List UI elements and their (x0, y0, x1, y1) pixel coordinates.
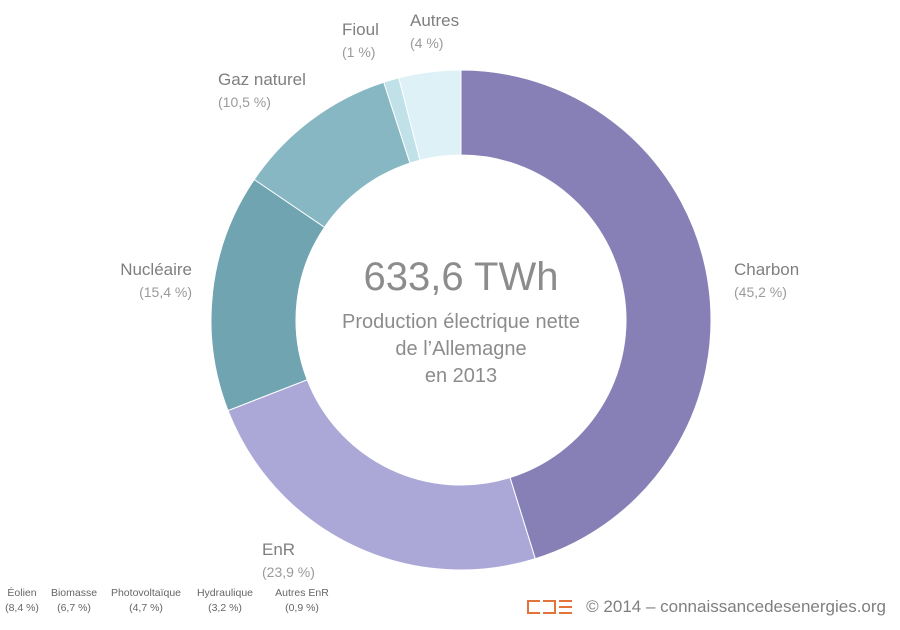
slice-label-percent: (10,5 %) (218, 94, 271, 110)
enr-breakdown-percent: (3,2 %) (208, 602, 242, 614)
slice-label-name: Gaz naturel (218, 70, 306, 89)
slice-autres (398, 69, 462, 161)
enr-breakdown-percent: (0,9 %) (285, 602, 319, 614)
center-description-line-3: en 2013 (425, 365, 497, 387)
donut-slices (210, 69, 712, 571)
enr-breakdown-name: Hydraulique (197, 587, 253, 599)
footer: © 2014 – connaissancedesenergies.org (527, 597, 886, 617)
enr-breakdown-name: Autres EnR (275, 587, 329, 599)
slice-label-percent: (45,2 %) (734, 284, 787, 300)
cde-logo-icon (527, 600, 573, 614)
slice-label-percent: (15,4 %) (139, 284, 192, 300)
slice-label-name: Charbon (734, 260, 799, 279)
enr-breakdown-percent: (6,7 %) (57, 602, 91, 614)
enr-breakdown-name: Biomasse (51, 587, 97, 599)
enr-breakdown-name: Éolien (7, 586, 36, 599)
slice-label-name: Nucléaire (120, 260, 192, 279)
slice-labels: Charbon (45,2 %) EnR (23,9 %) Nucléaire (15,4… (120, 11, 799, 580)
slice-label-percent: (23,9 %) (262, 564, 315, 580)
slice-label-percent: (1 %) (342, 44, 375, 60)
enr-breakdown: Éolien (8,4 %) Biomasse (6,7 %) Photovoltaïq… (5, 586, 329, 614)
enr-breakdown-percent: (8,4 %) (5, 602, 39, 614)
center-total: 633,6 TWh (364, 255, 559, 299)
enr-breakdown-percent: (4,7 %) (129, 602, 163, 614)
center-description-line-2: de l’Allemagne (395, 338, 526, 360)
enr-breakdown-name: Photovoltaïque (111, 587, 181, 599)
copyright-text: © 2014 – connaissancedesenergies.org (586, 597, 886, 616)
slice-label-name: EnR (262, 540, 295, 559)
slice-label-name: Fioul (342, 20, 379, 39)
slice-charbon (460, 69, 712, 560)
slice-label-percent: (4 %) (410, 35, 443, 51)
slice-label-name: Autres (410, 11, 459, 30)
slice-enr (227, 379, 536, 571)
center-description-line-1: Production électrique nette (342, 311, 580, 333)
